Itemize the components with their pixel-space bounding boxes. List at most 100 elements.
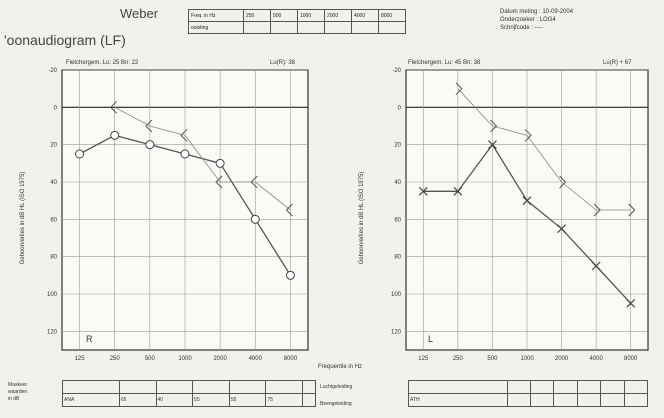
air-conduction-point: [180, 149, 190, 159]
y-tick-label: 20: [394, 143, 401, 149]
air-conduction-point: [250, 214, 260, 224]
center-xlabel: Frequentie in Hz: [318, 364, 363, 370]
bone-conduction-point: [559, 175, 567, 189]
mask-cell[interactable]: [576, 380, 602, 394]
mask-cell[interactable]: [506, 393, 531, 407]
mask-cell[interactable]: [623, 380, 649, 394]
right-x-ticks: 125 250 500 1000 2000 4000 8000: [75, 356, 298, 362]
weber-cell[interactable]: [297, 21, 325, 34]
mask-cell[interactable]: [408, 380, 508, 394]
air-conduction-point: [557, 224, 566, 234]
mask-cell[interactable]: 40: [155, 393, 194, 407]
air-conduction-point: [285, 270, 295, 280]
mask-cell[interactable]: [553, 393, 578, 407]
mask-cell[interactable]: [553, 380, 578, 394]
measure-date: Datum meting : 10-09-2004: [500, 9, 574, 15]
y-tick-label: 40: [50, 180, 57, 186]
weber-cell[interactable]: [324, 21, 352, 34]
left-series: [418, 82, 636, 308]
x-tick-label: 250: [110, 356, 121, 362]
y-tick-label: 40: [394, 180, 401, 186]
x-tick-label: 1000: [520, 356, 534, 362]
weber-freq-250: 250: [243, 9, 271, 22]
mask-cell[interactable]: [623, 393, 649, 407]
y-tick-label: 120: [47, 329, 58, 335]
mask-cell[interactable]: [265, 380, 304, 394]
mask-cell[interactable]: [118, 380, 157, 394]
y-tick-label: 0: [54, 105, 58, 111]
bone-conduction-point: [250, 175, 258, 189]
air-conduction-point: [215, 158, 225, 168]
bone-conduction-label: Beengeleiding: [320, 401, 352, 407]
x-tick-label: 250: [453, 356, 464, 362]
masking-label-line: Maskeer: [8, 382, 28, 388]
weber-cell[interactable]: [270, 21, 298, 34]
mask-cell[interactable]: [576, 393, 602, 407]
left-ylabel: Gehoorverlies in dB HL (ISO 1975): [359, 172, 365, 265]
weber-freq-4000: 4000: [351, 9, 379, 22]
right-lu: Lu(R): 38: [270, 60, 296, 66]
weber-freq-label: Freq. in Hz: [188, 9, 244, 22]
weber-freq-1000: 1000: [297, 9, 325, 22]
mask-cell[interactable]: [529, 393, 555, 407]
x-tick-label: 4000: [249, 356, 263, 362]
bone-conduction-point: [180, 128, 188, 142]
bone-conduction-point: [593, 203, 601, 217]
right-y-ticks: -20 0 20 40 60 80 100 120: [47, 68, 58, 335]
mask-cell[interactable]: [302, 393, 316, 407]
left-fletcher: Fletchergem. Lu: 45 Bn: 38: [408, 60, 481, 66]
mask-cell[interactable]: 55: [228, 393, 267, 407]
weber-table: Freq. in Hz 250 500 1000 2000 4000 8000 …: [188, 9, 406, 34]
weber-freq-500: 500: [270, 9, 298, 22]
mask-cell[interactable]: 75: [265, 393, 304, 407]
y-tick-label: 100: [391, 292, 402, 298]
mask-cell[interactable]: [228, 380, 267, 394]
mask-cell[interactable]: 55: [192, 393, 230, 407]
y-tick-label: -20: [48, 68, 57, 74]
x-tick-label: 1000: [178, 356, 192, 362]
weber-cell[interactable]: [243, 21, 271, 34]
x-tick-label: 500: [487, 356, 498, 362]
air-conduction-point: [522, 196, 532, 206]
mask-cell[interactable]: 65: [118, 393, 157, 407]
right-masking-table: ANA 65 40 55 55 75: [62, 380, 316, 407]
series-line: [457, 88, 631, 211]
weber-freq-2000: 2000: [324, 9, 352, 22]
left-masking-table: ATH: [408, 380, 649, 407]
weber-cell[interactable]: [378, 21, 406, 34]
right-ear-label: R: [86, 334, 93, 344]
masking-label-line: in dB: [8, 396, 20, 402]
y-tick-label: 20: [50, 143, 57, 149]
right-series: [75, 100, 295, 280]
weber-cell[interactable]: [351, 21, 379, 34]
mask-cell[interactable]: ATH: [408, 393, 508, 407]
series-line: [114, 106, 291, 211]
bone-conduction-point: [455, 82, 463, 96]
y-tick-label: 120: [391, 329, 402, 335]
mask-cell[interactable]: [529, 380, 555, 394]
weber-row2-label: ooisting: [188, 21, 244, 34]
air-conduction-point: [488, 140, 497, 150]
x-tick-label: 8000: [624, 356, 638, 362]
y-tick-label: 60: [394, 217, 401, 223]
bone-conduction-point: [215, 175, 223, 189]
examiner: Onderzoeker : LOG4: [500, 17, 556, 23]
air-conduction-label: Luchtgeleiding: [320, 384, 353, 390]
mask-cell[interactable]: ANA: [62, 393, 120, 407]
x-tick-label: 2000: [213, 356, 227, 362]
y-tick-label: 60: [50, 217, 57, 223]
audiogram-left: -20 0 20 40 60 80 100 120 125 250 500 1000 2000 4000…: [359, 68, 649, 362]
mask-cell[interactable]: [506, 380, 531, 394]
x-tick-label: 8000: [284, 356, 298, 362]
mask-cell[interactable]: [192, 380, 230, 394]
air-conduction-point: [591, 261, 601, 271]
mask-cell[interactable]: [62, 380, 120, 394]
mask-cell[interactable]: [600, 393, 625, 407]
mask-cell[interactable]: [600, 380, 625, 394]
mask-cell[interactable]: [302, 380, 316, 394]
air-conduction-point: [110, 130, 120, 140]
air-conduction-point: [75, 149, 85, 159]
mask-cell[interactable]: [155, 380, 194, 394]
left-lu: Lu(R) + 67: [603, 60, 632, 66]
x-tick-label: 2000: [555, 356, 569, 362]
